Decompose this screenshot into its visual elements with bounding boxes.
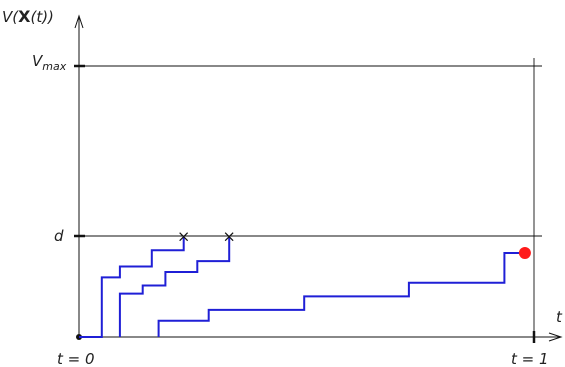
end-dot: [518, 247, 531, 259]
sample-path-3: [157, 252, 525, 337]
x-axis-arrow: [548, 332, 563, 342]
axes: [74, 14, 563, 343]
x-axis-label: t: [556, 308, 563, 326]
sample-path-2: [118, 236, 231, 337]
stop-cross-1: [179, 232, 189, 242]
d-label: d: [54, 227, 64, 245]
vmax-label: Vmax: [32, 52, 67, 73]
sample-paths: [79, 232, 531, 338]
t1-label: t = 1: [511, 350, 549, 367]
y-axis-arrow: [74, 14, 84, 29]
y-axis-label: V(X(t)): [2, 7, 54, 26]
plot-frame: [79, 58, 542, 337]
stop-cross-2: [224, 232, 234, 242]
sample-path-1: [79, 236, 185, 338]
t0-label: t = 0: [57, 350, 95, 367]
